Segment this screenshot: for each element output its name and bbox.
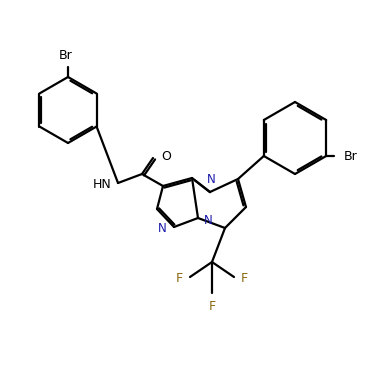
Text: HN: HN (92, 178, 111, 190)
Text: F: F (241, 272, 248, 284)
Text: O: O (161, 150, 171, 164)
Text: F: F (176, 272, 183, 284)
Text: Br: Br (59, 49, 73, 62)
Text: N: N (204, 214, 213, 228)
Text: N: N (207, 173, 215, 186)
Text: N: N (158, 222, 167, 235)
Text: Br: Br (344, 149, 358, 163)
Text: F: F (208, 300, 215, 313)
